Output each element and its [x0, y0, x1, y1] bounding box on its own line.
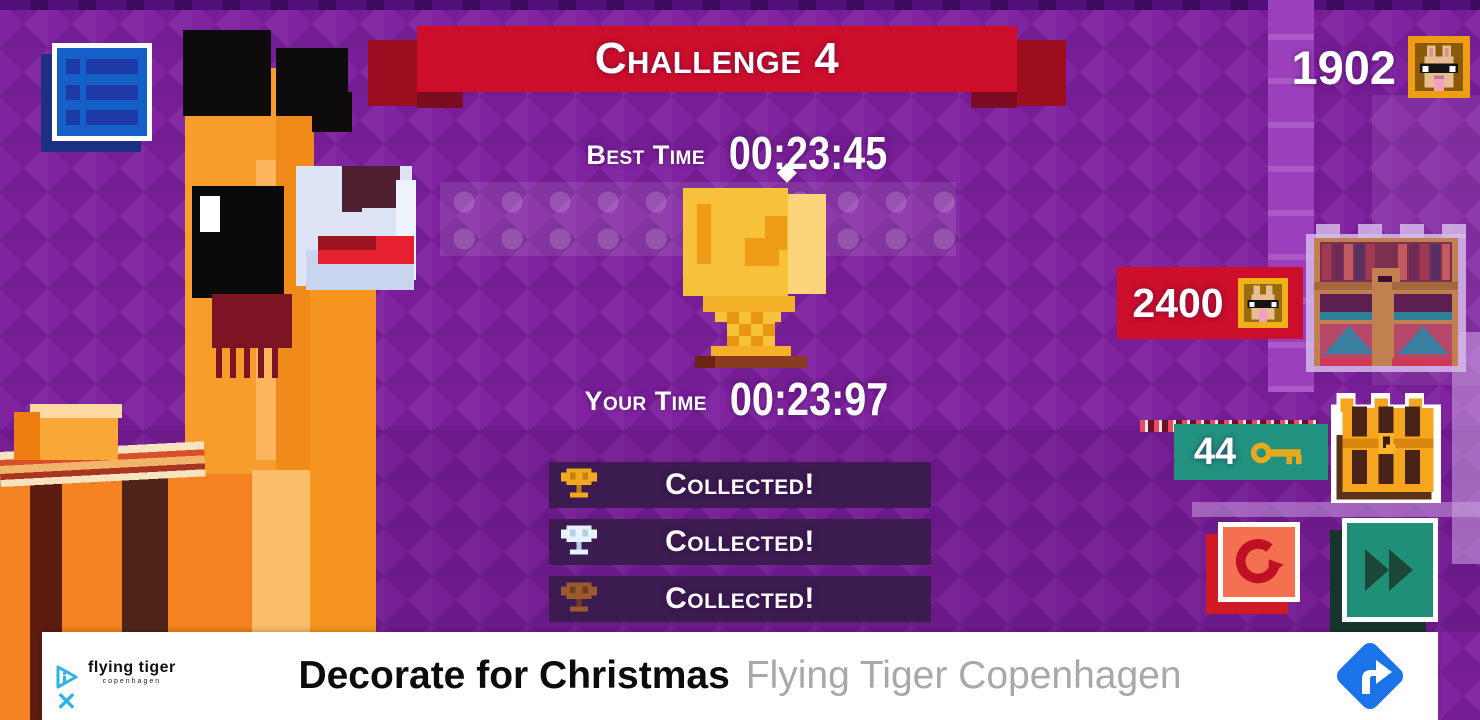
ad-banner[interactable]: flying tiger copenhagen ✕ Decorate for C…	[42, 632, 1438, 720]
background-pale-strip-horizontal	[1192, 502, 1480, 517]
ribbon-fold-left	[417, 92, 463, 108]
turn-right-arrow-icon	[1362, 660, 1392, 694]
chest-button[interactable]	[1329, 391, 1443, 507]
llama-count: 1902	[1291, 40, 1396, 94]
collected-label: Collected!	[665, 582, 815, 615]
advertiser-logo-line2: copenhagen	[102, 678, 162, 685]
llama-coin-icon	[1237, 278, 1288, 328]
ad-headline: Decorate for Christmas Flying Tiger Cope…	[212, 632, 1268, 720]
restart-icon	[1235, 539, 1284, 584]
silver-trophy-icon	[560, 525, 598, 555]
key-icon	[1251, 442, 1302, 465]
trophy-row-gold: Collected!	[549, 462, 931, 508]
fast-forward-button[interactable]	[1342, 518, 1438, 622]
ribbon-tail-left	[368, 40, 420, 106]
reward-value: 2400	[1132, 279, 1224, 326]
challenge-banner: Challenge 4	[417, 26, 1017, 92]
advertiser-logo: flying tiger copenhagen	[88, 659, 176, 686]
fast-forward-icon	[1365, 549, 1413, 591]
chest-icon	[1340, 398, 1434, 492]
best-time-value: 00:23:45	[728, 128, 887, 180]
ribbon-tail-right	[1014, 40, 1066, 106]
golden-trophy	[683, 188, 826, 368]
ribbon-fold-right	[971, 92, 1017, 108]
reward-banner: 2400	[1117, 267, 1303, 339]
restart-button[interactable]	[1218, 522, 1300, 602]
bronze-trophy-icon	[560, 582, 598, 612]
background-top-strip	[0, 0, 1480, 10]
best-time-row: Best Time 00:23:45	[440, 128, 1040, 180]
challenge-title: Challenge 4	[594, 34, 840, 83]
key-counter: 44	[1174, 424, 1328, 480]
ad-cta-button[interactable]	[1332, 638, 1408, 714]
your-time-row: Your Time 00:23:97	[440, 374, 1040, 426]
ad-close-button[interactable]: ✕	[56, 688, 77, 716]
your-time-value: 00:23:97	[730, 374, 889, 426]
ad-title: Decorate for Christmas	[298, 654, 730, 697]
llama-currency-counter: 1902	[1250, 32, 1470, 102]
key-count: 44	[1193, 430, 1237, 473]
prize-shelf	[1306, 224, 1466, 372]
collected-label: Collected!	[665, 468, 815, 501]
advertiser-logo-line1: flying tiger	[88, 659, 176, 676]
adchoices-icon[interactable]	[54, 664, 80, 690]
list-icon	[66, 59, 138, 125]
trophy-row-silver: Collected!	[549, 519, 931, 565]
best-time-label: Best Time	[586, 140, 706, 170]
trophy-collected-list: Collected! Collected! Collected!	[549, 462, 931, 633]
llama-coin-icon	[1408, 36, 1470, 98]
collected-label: Collected!	[665, 525, 815, 558]
menu-button[interactable]	[52, 43, 152, 141]
ad-advertiser: Flying Tiger Copenhagen	[745, 654, 1182, 697]
gold-trophy-icon	[560, 468, 598, 498]
your-time-label: Your Time	[584, 386, 707, 416]
trophy-row-bronze: Collected!	[549, 576, 931, 622]
